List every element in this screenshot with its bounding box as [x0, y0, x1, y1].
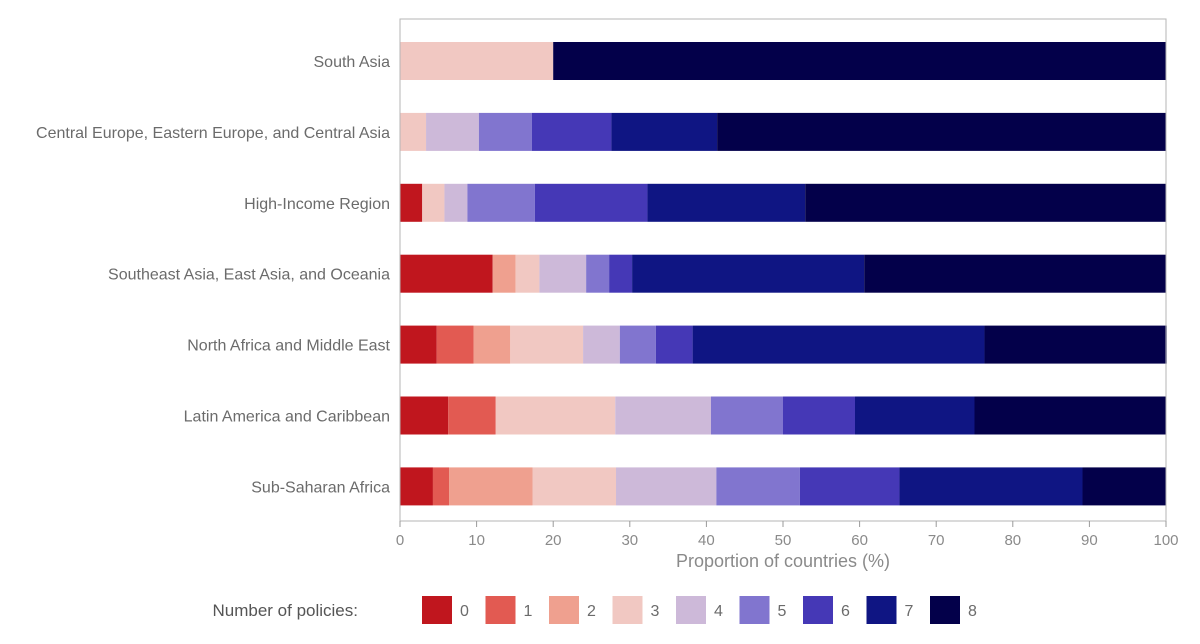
bar-segment	[611, 112, 718, 151]
legend-label: 1	[524, 603, 533, 620]
legend-label: 6	[841, 603, 850, 620]
bar-segment	[400, 42, 554, 80]
bar-segment	[583, 325, 620, 364]
bar-segment	[553, 42, 1166, 80]
legend-label: 5	[778, 603, 787, 620]
legend-swatch	[930, 596, 960, 624]
legend-label: 7	[905, 603, 914, 620]
bar-segment	[467, 183, 535, 222]
bar-segment	[864, 254, 1166, 293]
legend-title: Number of policies:	[212, 601, 358, 620]
bar-segment	[799, 467, 900, 506]
bar-segment	[616, 467, 717, 506]
bar-segment	[400, 254, 493, 293]
bar-segment	[531, 112, 612, 151]
bar-segment	[716, 467, 800, 506]
bar-segment	[632, 254, 865, 293]
legend-swatch	[676, 596, 706, 624]
bar-segment	[492, 254, 516, 293]
bar-segment	[515, 254, 540, 293]
bar-segment	[432, 467, 450, 506]
bar-segment	[655, 325, 693, 364]
legend-label: 0	[460, 603, 469, 620]
bar-segment	[436, 325, 474, 364]
bar-segment	[855, 396, 975, 435]
bar-segment	[400, 112, 427, 151]
legend: Number of policies: 0 1 2 3 4 5 6 7 8	[212, 596, 977, 624]
bar-segment	[984, 325, 1167, 364]
bar-segment	[899, 467, 1083, 506]
category-label: South Asia	[314, 54, 391, 71]
bar-segment	[532, 467, 617, 506]
x-tick-label: 20	[545, 532, 562, 549]
x-tick-label: 100	[1153, 532, 1178, 549]
bar-segment	[510, 325, 584, 364]
bar-segment	[495, 396, 616, 435]
x-tick-label: 90	[1081, 532, 1098, 549]
category-labels: South Asia Central Europe, Eastern Europe…	[36, 54, 391, 496]
bar-segment	[805, 183, 1166, 222]
bar-segment	[478, 112, 532, 151]
x-tick-label: 70	[928, 532, 945, 549]
bar-segment	[400, 467, 433, 506]
bar-segment	[692, 325, 985, 364]
bar-segment	[615, 396, 711, 435]
x-tick-label: 10	[468, 532, 485, 549]
bar-segment	[609, 254, 633, 293]
legend-swatch	[549, 596, 579, 624]
x-tick-label: 60	[851, 532, 868, 549]
bar-segment	[426, 112, 479, 151]
bar-segment	[400, 183, 423, 222]
bar-segment	[448, 396, 496, 435]
legend-label: 8	[968, 603, 977, 620]
legend-swatch	[485, 596, 516, 624]
bar-segment	[586, 254, 610, 293]
bars-group	[400, 42, 1167, 506]
legend-swatch	[739, 596, 770, 624]
category-label: Latin America and Caribbean	[184, 409, 390, 426]
x-tick-label: 80	[1004, 532, 1021, 549]
bar-segment	[444, 183, 468, 222]
legend-swatch	[866, 596, 897, 624]
category-label: North Africa and Middle East	[187, 338, 390, 355]
bar-segment	[710, 396, 783, 435]
category-label: High-Income Region	[244, 196, 390, 213]
legend-swatch	[422, 596, 452, 624]
x-tick-label: 0	[396, 532, 404, 549]
bar-segment	[539, 254, 587, 293]
legend-swatch	[803, 596, 833, 624]
category-label: Central Europe, Eastern Europe, and Cent…	[36, 125, 390, 142]
bar-segment	[422, 183, 445, 222]
bar-segment	[449, 467, 533, 506]
bar-segment	[400, 396, 449, 435]
bar-segment	[473, 325, 511, 364]
legend-label: 2	[587, 603, 596, 620]
x-tick-label: 40	[698, 532, 715, 549]
bar-segment	[647, 183, 806, 222]
legend-swatch	[612, 596, 643, 624]
x-tick-label: 30	[621, 532, 638, 549]
category-label: Sub-Saharan Africa	[251, 479, 390, 496]
bar-segment	[1082, 467, 1166, 506]
bar-segment	[619, 325, 656, 364]
bar-segment	[783, 396, 856, 435]
category-label: Southeast Asia, East Asia, and Oceania	[108, 267, 390, 284]
legend-label: 4	[714, 603, 723, 620]
bar-segment	[717, 112, 1166, 151]
bar-segment	[400, 325, 437, 364]
bar-segment	[534, 183, 648, 222]
bar-segment	[974, 396, 1166, 435]
x-axis: 0 10 20 30 40 50 60 70 80 90 100	[396, 521, 1179, 549]
legend-label: 3	[651, 603, 660, 620]
x-axis-title: Proportion of countries (%)	[676, 551, 890, 571]
x-tick-label: 50	[775, 532, 792, 549]
legend-items: 0 1 2 3 4 5 6 7 8	[422, 596, 977, 624]
